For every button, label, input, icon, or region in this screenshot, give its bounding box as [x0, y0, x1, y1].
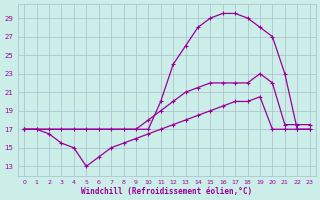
X-axis label: Windchill (Refroidissement éolien,°C): Windchill (Refroidissement éolien,°C)	[81, 187, 252, 196]
